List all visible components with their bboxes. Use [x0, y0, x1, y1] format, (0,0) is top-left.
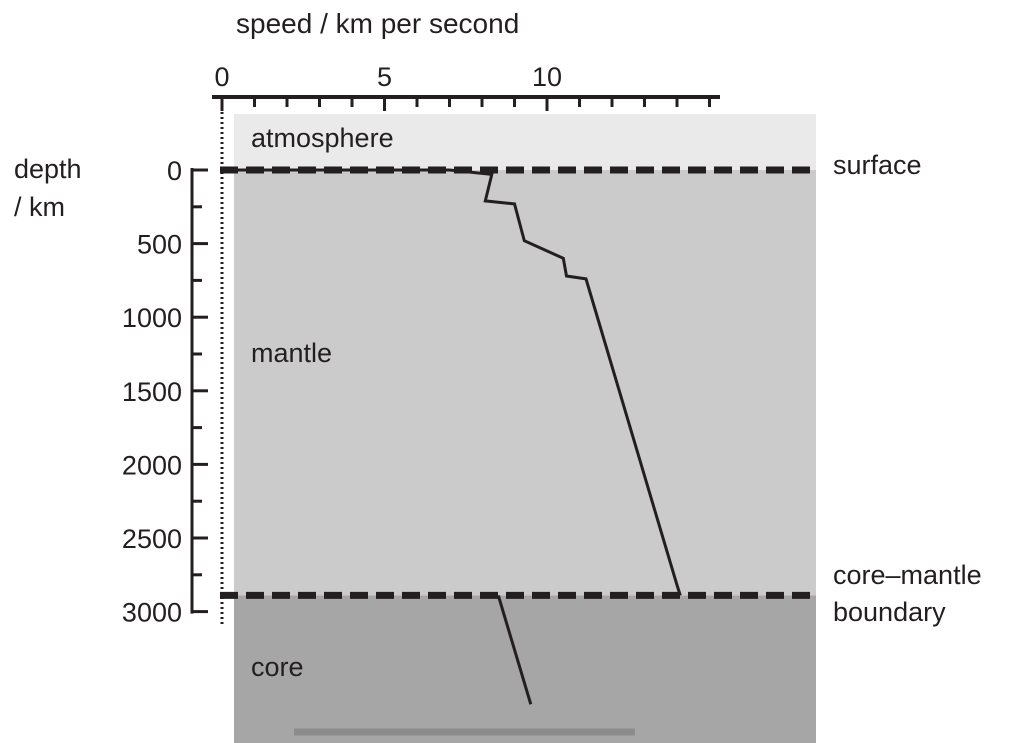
x-tick-label: 5: [377, 62, 392, 92]
y-tick-label: 2000: [122, 450, 182, 480]
x-tick-label: 10: [532, 62, 562, 92]
region-mantle: [234, 170, 816, 596]
x-axis-label: speed / km per second: [236, 8, 519, 39]
y-tick-label: 1500: [122, 377, 182, 407]
region-label-atmosphere: atmosphere: [251, 123, 394, 153]
y-tick-label: 1000: [122, 303, 182, 333]
boundary-label-cmb-line2: boundary: [833, 597, 946, 627]
x-tick-label: 0: [214, 62, 229, 92]
region-label-mantle: mantle: [251, 338, 332, 368]
y-tick-label: 0: [167, 156, 182, 186]
speed-profile-segment-2: [496, 594, 533, 705]
region-label-core: core: [251, 652, 304, 682]
boundary-label-cmb-line1: core–mantle: [833, 560, 982, 590]
regions-layer: [234, 114, 816, 743]
region-atmosphere: [234, 114, 816, 170]
y-tick-label: 3000: [122, 598, 182, 628]
speed-profile-segment-1: [222, 168, 682, 596]
series-layer: [222, 168, 682, 705]
y-axis-label-line1: depth: [14, 154, 82, 184]
y-tick-label: 500: [137, 230, 182, 260]
axes-layer: 0 5 10 0 500 1000 1500 2000 2500 3000: [122, 62, 720, 628]
y-tick-label: 2500: [122, 524, 182, 554]
region-core: [234, 595, 816, 743]
boundary-layer: [220, 166, 816, 736]
boundary-label-surface: surface: [833, 150, 922, 180]
y-axis-label-line2: / km: [14, 192, 65, 222]
labels-layer: speed / km per second depth / km atmosph…: [14, 8, 982, 682]
